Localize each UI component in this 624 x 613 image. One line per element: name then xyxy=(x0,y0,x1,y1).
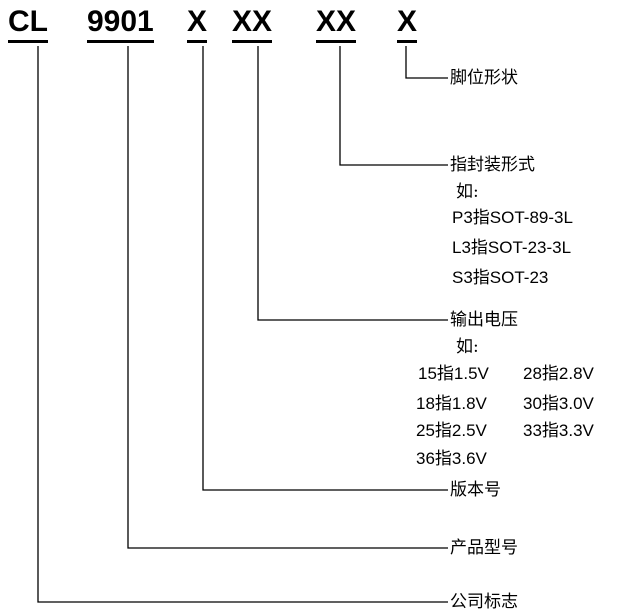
connector-company xyxy=(37,46,448,603)
code-version: X xyxy=(187,4,208,43)
package-example-item: L3指SOT-23-3L xyxy=(452,238,572,257)
label-package-form: 指封装形式 xyxy=(450,155,535,175)
code-pin: X xyxy=(397,4,418,43)
voltage-example-prefix: 如: xyxy=(456,337,479,357)
voltage-example-right: 33指3.3V xyxy=(523,421,594,440)
voltage-example-right: 28指2.8V xyxy=(523,364,594,383)
package-example-item: S3指SOT-23 xyxy=(452,268,549,287)
code-model: 9901 xyxy=(87,4,154,43)
label-pin-shape: 脚位形状 xyxy=(450,68,518,88)
connector-package xyxy=(339,46,448,166)
label-company-logo: 公司标志 xyxy=(450,592,518,612)
code-voltage: XX xyxy=(232,4,273,43)
code-package: XX xyxy=(316,4,357,43)
connector-voltage xyxy=(257,46,448,321)
label-output-voltage: 输出电压 xyxy=(450,310,518,330)
label-product-model: 产品型号 xyxy=(450,538,518,558)
code-company: CL xyxy=(8,4,48,43)
connector-model xyxy=(127,46,448,549)
connector-version xyxy=(202,46,448,491)
voltage-example-left: 15指1.5V xyxy=(418,364,489,383)
package-example-prefix: 如: xyxy=(456,182,479,202)
connector-pin xyxy=(405,46,448,79)
voltage-example-left: 25指2.5V xyxy=(416,421,487,440)
package-example-item: P3指SOT-89-3L xyxy=(452,208,573,227)
voltage-example-right: 30指3.0V xyxy=(523,394,594,413)
label-version-number: 版本号 xyxy=(450,480,501,500)
voltage-example-left: 36指3.6V xyxy=(416,449,487,468)
voltage-example-left: 18指1.8V xyxy=(416,394,487,413)
